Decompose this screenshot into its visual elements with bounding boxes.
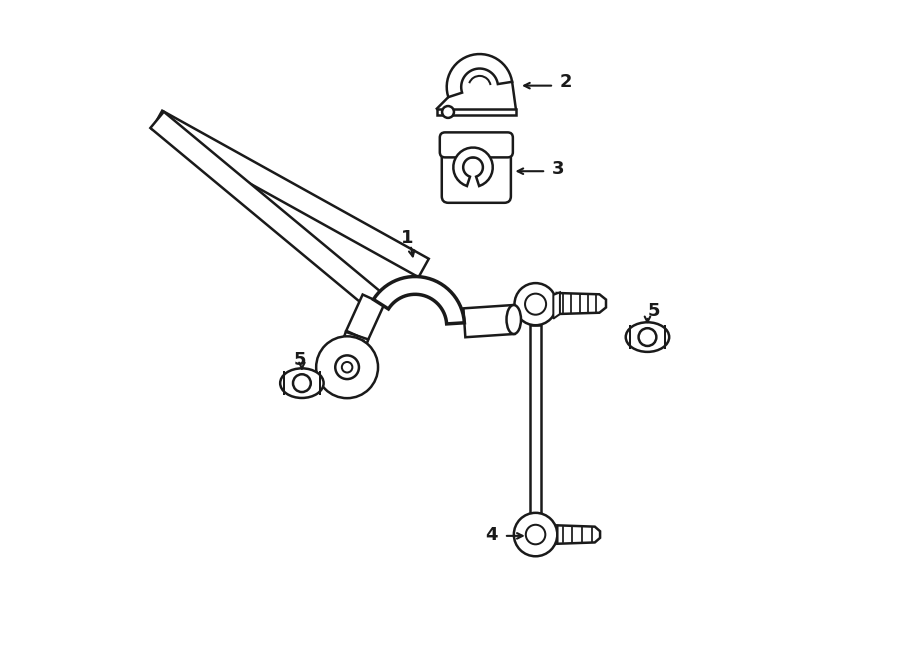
- Ellipse shape: [280, 368, 324, 398]
- Circle shape: [525, 293, 546, 315]
- Circle shape: [515, 283, 556, 325]
- FancyBboxPatch shape: [440, 132, 513, 157]
- Text: 5: 5: [648, 302, 661, 320]
- Polygon shape: [436, 108, 516, 115]
- Circle shape: [293, 374, 310, 392]
- Text: 1: 1: [401, 229, 413, 247]
- Text: 2: 2: [560, 73, 572, 91]
- Polygon shape: [556, 293, 606, 314]
- Ellipse shape: [507, 305, 521, 334]
- Circle shape: [514, 513, 557, 557]
- Polygon shape: [446, 54, 512, 97]
- Circle shape: [639, 329, 656, 346]
- Text: 4: 4: [486, 525, 498, 543]
- Circle shape: [342, 362, 353, 373]
- Polygon shape: [346, 295, 384, 340]
- Polygon shape: [374, 276, 464, 324]
- Polygon shape: [454, 147, 492, 186]
- Polygon shape: [150, 112, 380, 307]
- Circle shape: [526, 525, 545, 544]
- Polygon shape: [341, 337, 364, 359]
- FancyBboxPatch shape: [442, 142, 511, 203]
- Polygon shape: [339, 332, 368, 359]
- Polygon shape: [152, 110, 428, 277]
- Polygon shape: [554, 292, 560, 319]
- Circle shape: [316, 336, 378, 398]
- Circle shape: [442, 106, 454, 118]
- Ellipse shape: [626, 323, 670, 352]
- Polygon shape: [464, 305, 515, 337]
- Polygon shape: [557, 525, 600, 544]
- Text: 5: 5: [293, 351, 306, 369]
- Text: 3: 3: [552, 160, 564, 178]
- Circle shape: [336, 356, 359, 379]
